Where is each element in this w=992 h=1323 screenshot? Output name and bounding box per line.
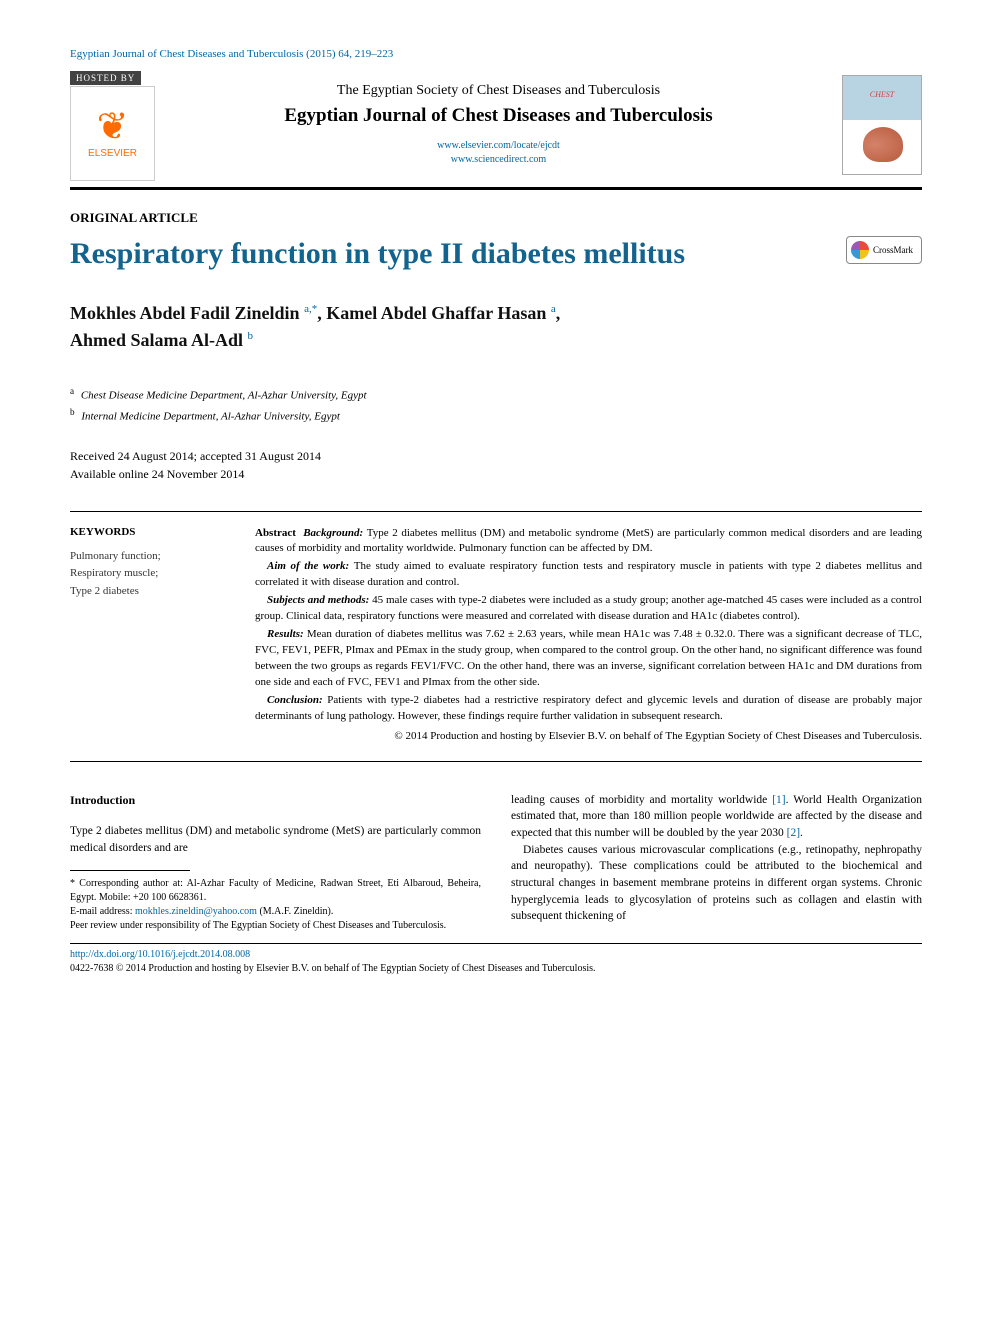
intro-p3: Diabetes causes various microvascular co… xyxy=(511,842,922,925)
right-column: leading causes of morbidity and mortalit… xyxy=(511,792,922,934)
intro-p1: Type 2 diabetes mellitus (DM) and metabo… xyxy=(70,823,481,856)
aim-head: Aim of the work: xyxy=(267,560,354,572)
crossmark-label: CrossMark xyxy=(873,245,913,255)
conclusion-head: Conclusion: xyxy=(267,694,327,706)
journal-links: www.elsevier.com/locate/ejcdt www.scienc… xyxy=(175,139,822,167)
author-3-affil[interactable]: b xyxy=(248,330,254,342)
hosted-by-label: HOSTED BY xyxy=(70,71,141,85)
intro-p2: leading causes of morbidity and mortalit… xyxy=(511,792,922,842)
abstract-copyright: © 2014 Production and hosting by Elsevie… xyxy=(255,729,922,745)
publisher-box: HOSTED BY ❦ ELSEVIER xyxy=(70,68,155,181)
journal-name: Egyptian Journal of Chest Diseases and T… xyxy=(175,105,822,127)
author-email[interactable]: mokhles.zineldin@yahoo.com xyxy=(135,906,257,917)
abstract-text: Abstract Background: Type 2 diabetes mel… xyxy=(255,526,922,747)
header-citation: Egyptian Journal of Chest Diseases and T… xyxy=(70,48,922,60)
email-tail: (M.A.F. Zineldin). xyxy=(257,906,333,917)
elsevier-name: ELSEVIER xyxy=(88,148,137,159)
elsevier-logo: ❦ ELSEVIER xyxy=(70,86,155,181)
body-columns: Introduction Type 2 diabetes mellitus (D… xyxy=(70,792,922,934)
email-label: E-mail address: xyxy=(70,906,135,917)
journal-cover-thumbnail xyxy=(842,75,922,175)
elsevier-tree-icon: ❦ xyxy=(97,108,129,146)
author-1: Mokhles Abdel Fadil Zineldin xyxy=(70,303,304,323)
affil-a: Chest Disease Medicine Department, Al-Az… xyxy=(78,390,367,402)
background-head: Background: xyxy=(303,527,367,539)
crossmark-icon xyxy=(851,241,869,259)
abstract-label: Abstract xyxy=(255,527,300,539)
conclusion-text: Patients with type-2 diabetes had a rest… xyxy=(255,694,922,722)
footnotes: * Corresponding author at: Al-Azhar Facu… xyxy=(70,877,481,933)
issn-copyright: 0422-7638 © 2014 Production and hosting … xyxy=(70,963,596,974)
ref-2[interactable]: [2] xyxy=(787,827,800,839)
left-column: Introduction Type 2 diabetes mellitus (D… xyxy=(70,792,481,934)
journal-link-1[interactable]: www.elsevier.com/locate/ejcdt xyxy=(437,140,560,151)
affil-b-sup: b xyxy=(70,407,75,417)
authors: Mokhles Abdel Fadil Zineldin a,*, Kamel … xyxy=(70,300,922,354)
crossmark-badge[interactable]: CrossMark xyxy=(846,236,922,264)
keywords-list: Pulmonary function; Respiratory muscle; … xyxy=(70,548,225,601)
affiliations: a Chest Disease Medicine Department, Al-… xyxy=(70,384,922,427)
author-2: Kamel Abdel Ghaffar Hasan xyxy=(326,303,551,323)
ref-1[interactable]: [1] xyxy=(772,794,785,806)
keywords-heading: KEYWORDS xyxy=(70,526,225,538)
article-dates: Received 24 August 2014; accepted 31 Aug… xyxy=(70,447,922,483)
subjects-head: Subjects and methods: xyxy=(267,594,372,606)
keywords-column: KEYWORDS Pulmonary function; Respiratory… xyxy=(70,526,225,747)
footer-rule xyxy=(70,943,922,944)
footnote-rule xyxy=(70,870,190,871)
received-accepted: Received 24 August 2014; accepted 31 Aug… xyxy=(70,447,922,465)
results-text: Mean duration of diabetes mellitus was 7… xyxy=(255,628,922,688)
article-title: Respiratory function in type II diabetes… xyxy=(70,236,922,272)
article-type: ORIGINAL ARTICLE xyxy=(70,210,922,226)
intro-heading: Introduction xyxy=(70,792,481,809)
journal-link-2[interactable]: www.sciencedirect.com xyxy=(451,154,546,165)
author-1-affil[interactable]: a,* xyxy=(304,303,317,315)
available-online: Available online 24 November 2014 xyxy=(70,465,922,483)
aim-text: The study aimed to evaluate respiratory … xyxy=(255,560,922,588)
doi-link[interactable]: http://dx.doi.org/10.1016/j.ejcdt.2014.0… xyxy=(70,949,250,960)
author-3: Ahmed Salama Al-Adl xyxy=(70,330,248,350)
footer-meta: http://dx.doi.org/10.1016/j.ejcdt.2014.0… xyxy=(70,948,922,976)
banner-center: The Egyptian Society of Chest Diseases a… xyxy=(155,83,842,167)
affil-a-sup: a xyxy=(70,386,74,396)
peer-review-note: Peer review under responsibility of The … xyxy=(70,919,481,933)
society-name: The Egyptian Society of Chest Diseases a… xyxy=(175,83,822,99)
affil-b: Internal Medicine Department, Al-Azhar U… xyxy=(79,411,340,423)
abstract-section: KEYWORDS Pulmonary function; Respiratory… xyxy=(70,511,922,762)
corresponding-author: * Corresponding author at: Al-Azhar Facu… xyxy=(70,877,481,905)
header-banner: HOSTED BY ❦ ELSEVIER The Egyptian Societ… xyxy=(70,68,922,190)
results-head: Results: xyxy=(267,628,307,640)
